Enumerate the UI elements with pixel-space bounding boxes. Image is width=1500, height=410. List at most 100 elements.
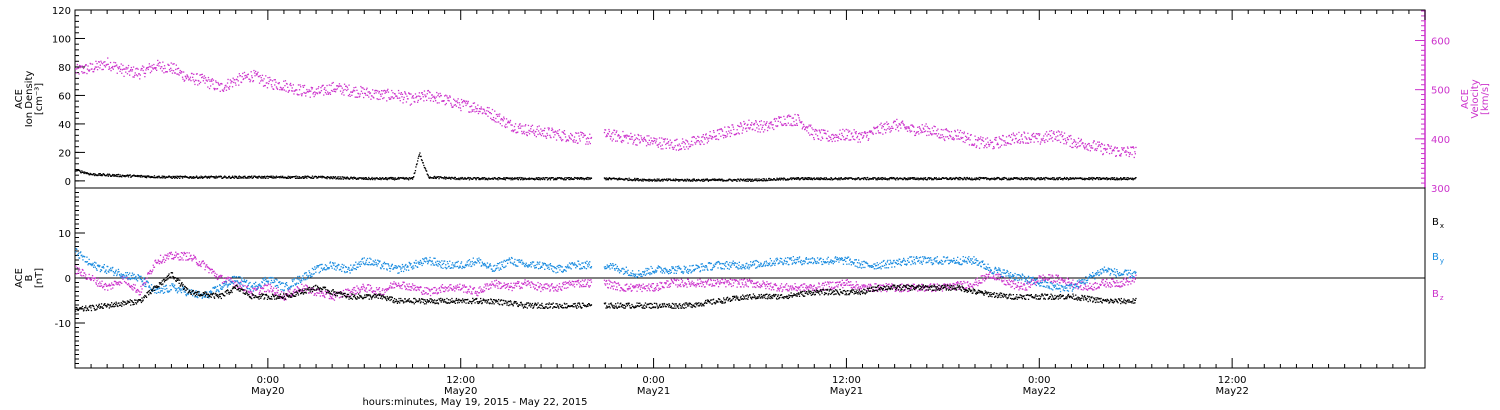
data-point: [513, 177, 516, 179]
data-point: [708, 284, 711, 286]
data-point: [504, 177, 506, 179]
data-point: [168, 175, 171, 178]
data-point: [696, 141, 698, 143]
data-point: [1026, 138, 1028, 140]
data-point: [244, 77, 247, 79]
data-point: [958, 138, 960, 140]
data-point: [143, 66, 145, 68]
data-point: [384, 92, 386, 94]
data-point: [220, 176, 222, 178]
data-point: [811, 134, 814, 136]
data-point: [170, 67, 172, 69]
data-point: [316, 177, 318, 179]
data-point: [481, 290, 483, 292]
data-point: [1045, 139, 1047, 141]
data-point: [638, 283, 640, 286]
data-point: [563, 287, 566, 289]
data-point: [497, 287, 499, 289]
data-point: [240, 81, 243, 84]
data-point: [1098, 144, 1100, 146]
data-point: [556, 132, 558, 134]
data-point: [273, 287, 275, 289]
data-point: [813, 138, 815, 141]
data-point: [1085, 145, 1088, 147]
data-point: [779, 116, 781, 118]
data-point: [768, 177, 770, 180]
data-point: [250, 176, 252, 178]
data-point: [131, 288, 133, 290]
data-point: [618, 178, 620, 180]
data-point: [882, 133, 884, 135]
data-point: [393, 179, 396, 181]
data-point: [632, 285, 634, 287]
data-point: [405, 93, 407, 95]
data-point: [375, 287, 378, 289]
data-point: [390, 98, 392, 100]
data-point: [214, 177, 216, 179]
data-point: [716, 129, 719, 132]
data-point: [287, 177, 289, 179]
data-point: [133, 76, 135, 78]
data-point: [161, 175, 163, 177]
data-point: [388, 177, 390, 179]
data-point: [413, 288, 415, 290]
data-point: [89, 277, 91, 280]
data-point: [201, 176, 203, 179]
data-point: [201, 76, 203, 79]
data-point: [417, 160, 419, 162]
data-point: [361, 286, 363, 288]
data-point: [437, 95, 439, 97]
data-point: [728, 126, 730, 129]
data-point: [895, 128, 897, 131]
data-point: [652, 283, 654, 285]
data-point: [630, 132, 632, 135]
data-point: [992, 148, 994, 150]
data-point: [735, 132, 738, 135]
data-point: [491, 281, 493, 283]
data-point: [703, 137, 706, 139]
data-point: [96, 62, 98, 65]
data-point: [144, 175, 146, 177]
data-point: [818, 129, 820, 131]
data-point: [222, 90, 225, 92]
data-point: [125, 282, 127, 284]
data-point: [426, 93, 428, 95]
data-point: [323, 94, 325, 96]
data-point: [996, 143, 998, 146]
data-point: [281, 176, 283, 179]
data-point: [1036, 133, 1039, 135]
data-point: [147, 175, 149, 177]
data-point: [529, 130, 531, 132]
data-point: [901, 121, 903, 123]
data-point: [462, 177, 464, 179]
data-point: [416, 95, 418, 97]
data-point: [843, 138, 845, 141]
data-point: [109, 67, 111, 70]
data-point: [618, 134, 620, 137]
data-point: [360, 177, 363, 179]
data-point: [915, 132, 917, 135]
data-point: [98, 285, 100, 287]
data-point: [244, 75, 246, 77]
data-point: [821, 136, 823, 138]
data-point: [667, 280, 669, 282]
data-point: [342, 178, 345, 180]
data-point: [540, 290, 542, 293]
data-point: [252, 287, 254, 289]
data-point: [510, 285, 513, 288]
data-point: [483, 290, 486, 292]
data-point: [1005, 144, 1007, 146]
data-point: [291, 87, 293, 89]
data-point: [884, 177, 886, 179]
data-point: [80, 274, 82, 276]
data-point: [82, 275, 85, 277]
data-point: [429, 100, 432, 102]
data-point: [422, 96, 424, 98]
data-point: [181, 257, 183, 259]
data-point: [330, 177, 332, 179]
data-point: [787, 115, 789, 117]
data-point: [1031, 134, 1033, 137]
data-point: [508, 178, 510, 180]
data-point: [924, 130, 927, 132]
data-point: [379, 98, 381, 100]
